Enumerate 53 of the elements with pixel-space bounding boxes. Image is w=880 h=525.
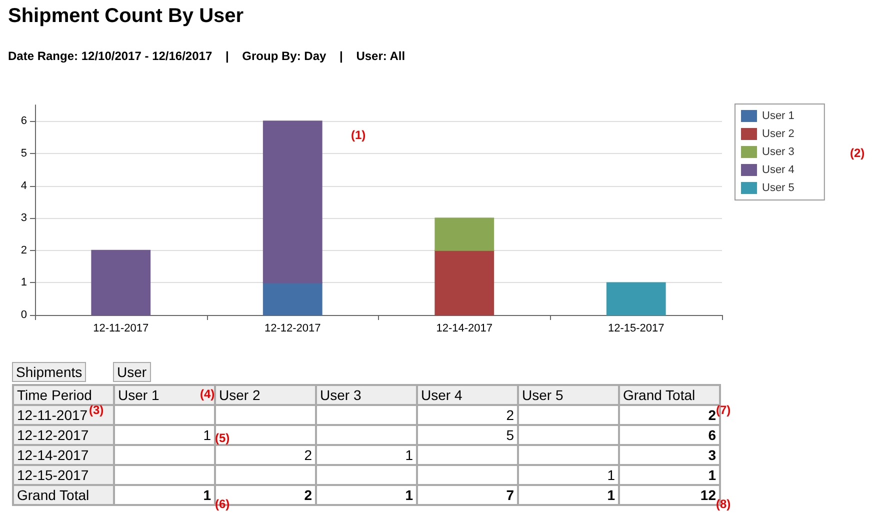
text: 1	[316, 485, 417, 505]
y-tick-label: 0	[20, 309, 27, 321]
text: 5	[417, 425, 518, 445]
text: 1	[518, 465, 619, 485]
text: (2)	[850, 146, 865, 160]
x-tick-label: 12-11-2017	[93, 322, 149, 334]
text: User 1	[118, 387, 160, 403]
text: 7	[417, 485, 518, 505]
text: 2	[417, 405, 518, 425]
text: Grand Total	[623, 387, 696, 403]
text: Shipments	[12, 362, 86, 382]
text: 1	[316, 445, 417, 465]
text: User 5	[522, 387, 564, 403]
text: User 2	[219, 387, 260, 403]
text: Grand Total	[13, 485, 114, 505]
annotation: (1)	[351, 128, 366, 142]
category-label: 12-12-2017	[17, 427, 89, 443]
text: 2	[215, 445, 316, 465]
y-tick-label: 3	[20, 212, 27, 224]
text: 3	[619, 445, 720, 465]
legend-label: User 1	[762, 110, 794, 122]
text: Time Period	[13, 385, 114, 405]
category-label: 12-11-2017	[17, 407, 88, 423]
text: (5)	[215, 431, 230, 445]
category-label: 12-14-2017	[17, 447, 89, 463]
y-tick-label: 6	[20, 115, 27, 128]
text: 1	[619, 465, 720, 485]
x-tick-label: 12-14-2017	[436, 322, 493, 334]
text: User 4	[421, 387, 462, 403]
text: 2	[304, 487, 312, 503]
y-tick-label: 5	[20, 147, 27, 160]
text: (6)	[215, 497, 230, 511]
text: (3)	[89, 403, 104, 417]
text: (4)	[200, 387, 215, 401]
legend-label: User 3	[762, 146, 794, 158]
chart-subtitle: Date Range: 12/10/2017 - 12/16/2017 | Group By: Day | User: All	[8, 49, 406, 63]
text: (7)	[716, 403, 731, 417]
text: 1	[518, 485, 619, 505]
text: 1	[114, 425, 215, 445]
y-tick-label: 2	[20, 244, 27, 256]
legend-label: User 4	[762, 164, 794, 176]
x-tick-label: 12-12-2017	[264, 322, 321, 334]
y-tick-label: 4	[20, 180, 27, 192]
x-tick-label: 12-15-2017	[608, 322, 664, 334]
legend-label: User 2	[762, 128, 794, 140]
text: User 3	[320, 387, 362, 403]
y-tick-label: 1	[20, 276, 27, 289]
chart-title: Shipment Count By User	[8, 5, 244, 28]
category-label: 12-15-2017	[17, 467, 89, 483]
text: User	[113, 362, 151, 382]
text: 6	[619, 425, 720, 445]
legend-label: User 5	[762, 182, 794, 194]
text: 1	[114, 485, 215, 505]
